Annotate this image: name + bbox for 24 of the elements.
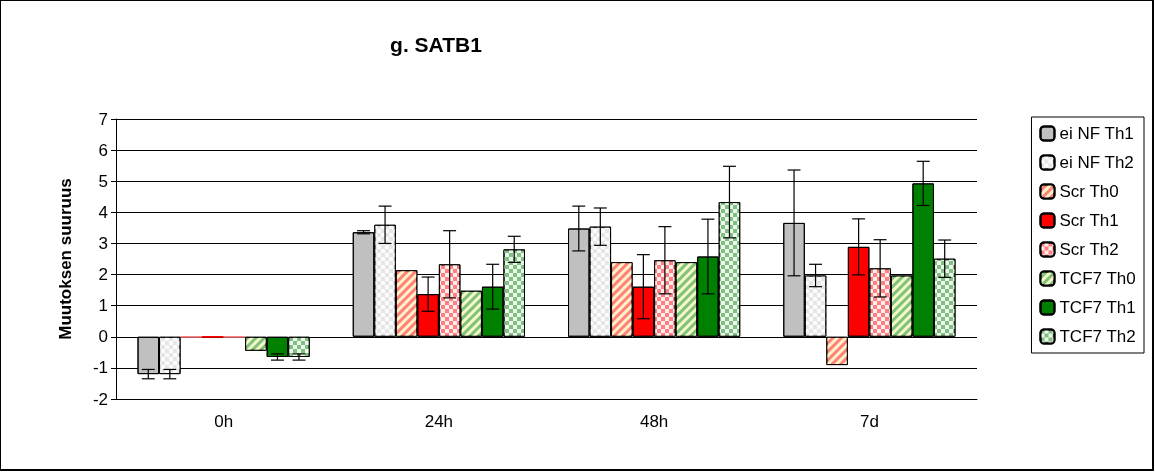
legend-label: ei NF Th1 (1059, 124, 1134, 143)
legend-label: ei NF Th2 (1059, 153, 1134, 172)
legend-label: Scr Th2 (1059, 240, 1119, 259)
y-tick-label: 6 (98, 140, 108, 160)
x-tick-label: 0h (214, 412, 234, 431)
legend-label: TCF7 Th0 (1059, 269, 1136, 288)
y-tick-label: -2 (92, 389, 108, 409)
legend-label: Scr Th0 (1059, 182, 1119, 201)
legend-label: TCF7 Th1 (1059, 298, 1136, 317)
chart-title: g. SATB1 (390, 33, 483, 56)
y-tick-label: -1 (92, 358, 108, 378)
legend-label: TCF7 Th2 (1059, 327, 1136, 346)
x-tick-label: 24h (424, 412, 454, 431)
y-tick-label: 3 (98, 233, 108, 253)
y-tick-label: 0 (98, 327, 108, 347)
y-tick-label: 7 (98, 109, 108, 129)
legend-label: Scr Th1 (1059, 211, 1119, 230)
y-tick-label: 4 (98, 202, 108, 222)
x-tick-label: 7d (859, 412, 879, 431)
y-tick-label: 1 (98, 296, 108, 316)
y-axis-title: Muutoksen suuruus (56, 178, 75, 340)
y-tick-label: 2 (98, 265, 108, 285)
x-tick-label: 48h (639, 412, 669, 431)
y-tick-label: 5 (98, 171, 108, 191)
